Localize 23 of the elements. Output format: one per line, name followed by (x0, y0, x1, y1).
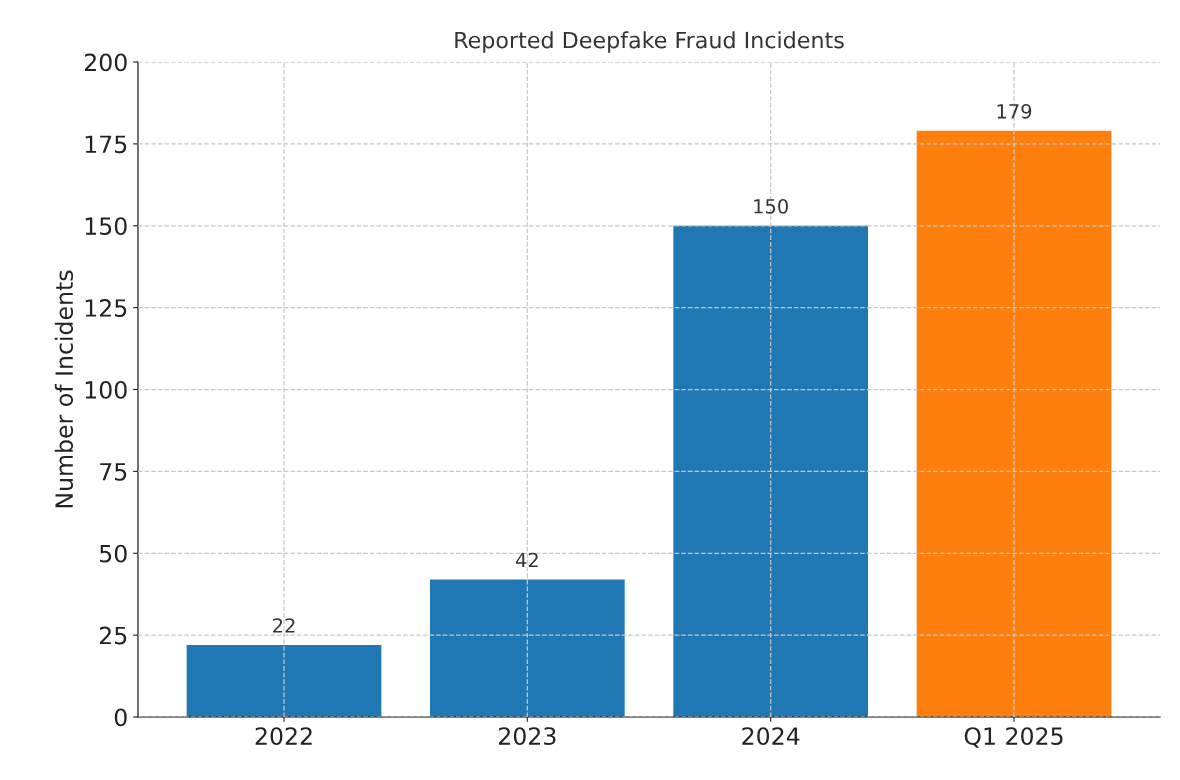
y-tick-label: 75 (100, 463, 127, 481)
data-label: 179 (997, 103, 1032, 119)
y-tick-label: 200 (84, 53, 127, 72)
bar (916, 130, 1112, 717)
x-tick-label: 2022 (255, 727, 312, 745)
x-tick-label: 2023 (499, 727, 556, 745)
y-tick-label: 25 (99, 626, 127, 645)
y-tick-label: 175 (85, 135, 127, 154)
y-tick-label: 150 (85, 217, 127, 236)
x-tick-label: 2024 (742, 727, 800, 745)
x-tick-label: Q1 2025 (964, 727, 1063, 748)
bar (186, 644, 382, 717)
chart-title: Reported Deepfake Fraud Incidents (455, 31, 844, 53)
data-label: 42 (515, 552, 538, 568)
bar (673, 225, 868, 717)
y-tick-label: 125 (85, 299, 127, 317)
data-label: 150 (754, 198, 788, 214)
y-tick-label: 100 (85, 380, 127, 399)
y-tick-label: 0 (114, 708, 127, 727)
bar (430, 579, 625, 717)
y-tick-label: 50 (100, 544, 127, 563)
data-label: 22 (273, 618, 295, 633)
y-axis-title: Number of Incidents (54, 270, 74, 508)
